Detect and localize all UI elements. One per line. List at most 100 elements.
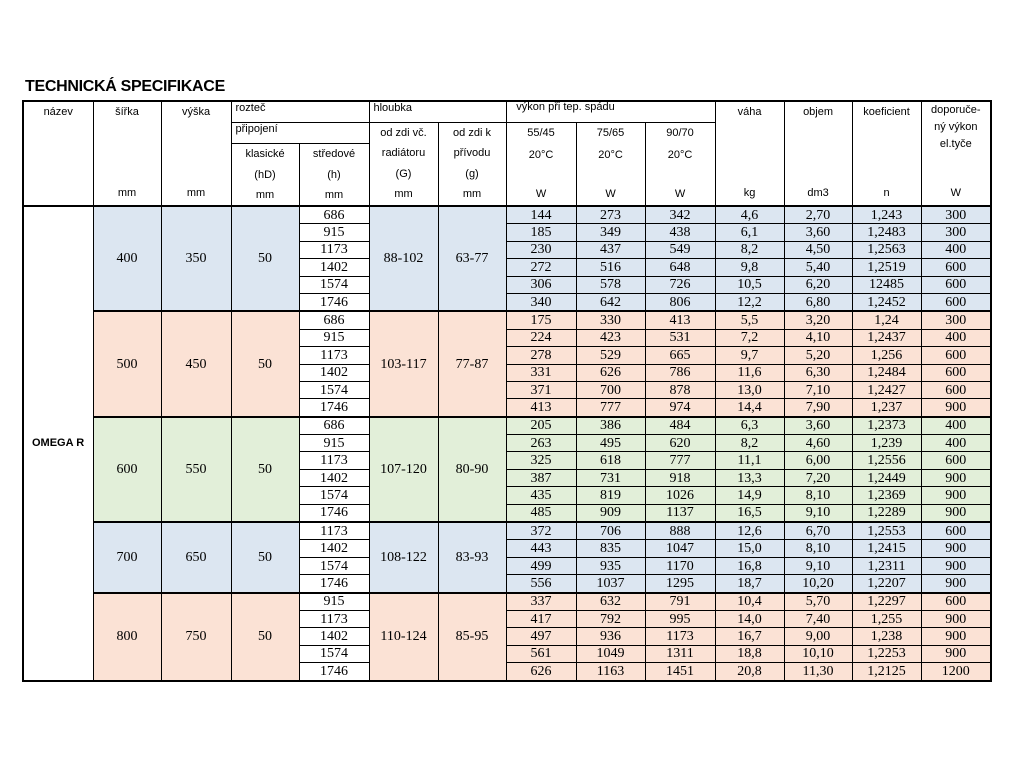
header-cell: 90/70 20°C W (644, 122, 716, 206)
height-cell: 1173 (298, 609, 370, 629)
table-row: 1574 561 1049 1311 18,8 10,10 1,2253 900 (23, 644, 992, 664)
value-cell: 278 (505, 346, 577, 365)
value-cell: 900 (920, 556, 992, 576)
header-text: klasické (245, 148, 285, 160)
height-cell: 1173 (298, 240, 370, 260)
group-cell: 83-93 (437, 521, 507, 594)
header-text: objem (803, 106, 834, 118)
value-cell: 224 (505, 328, 577, 348)
value-cell: 9,8 (714, 258, 785, 277)
value-cell: 731 (575, 468, 646, 488)
height-cell: 1173 (298, 451, 370, 470)
value-cell: 1163 (575, 662, 646, 682)
value-cell: 786 (644, 363, 716, 382)
unit: W (535, 187, 547, 200)
value-cell: 1047 (644, 539, 716, 558)
value-cell: 900 (920, 539, 992, 558)
height-cell: 686 (298, 205, 370, 225)
value-cell: 1311 (644, 644, 716, 664)
value-cell: 1,2373 (851, 415, 922, 436)
height-cell: 1574 (298, 380, 370, 400)
header-cell: 75/65 20°C W (575, 122, 646, 206)
value-cell: 6,30 (783, 363, 853, 382)
value-cell: 531 (644, 328, 716, 348)
value-cell: 918 (644, 468, 716, 488)
header-cell: doporuče-ný výkon el.tyče W (920, 101, 992, 206)
height-cell: 1402 (298, 539, 370, 558)
value-cell: 13,0 (714, 380, 785, 400)
value-cell: 1,237 (851, 398, 922, 418)
value-cell: 819 (575, 486, 646, 505)
header-text: středové (312, 148, 356, 160)
value-cell: 1,2553 (851, 521, 922, 541)
unit: mm (324, 189, 344, 201)
value-cell: 14,0 (714, 609, 785, 629)
value-cell: 272 (505, 258, 577, 277)
header-text: výkon při tep. spádu (516, 102, 615, 113)
table-row: 800 750 50 915 110-124 85-95 337 632 791 10,4 5,70… (23, 591, 992, 682)
unit: mm (394, 188, 413, 200)
height-cell: 1746 (298, 503, 370, 523)
header-text: od zdi vč. radiátoru (380, 127, 427, 159)
value-cell: 1170 (644, 556, 716, 576)
value-cell: 1,238 (851, 627, 922, 646)
title: TECHNICKÁ SPECIFIKACE (25, 78, 225, 95)
table-row: 1173 325 618 777 11,1 6,00 1,2556 600 (23, 451, 992, 470)
unit: mm (186, 187, 206, 199)
value-cell: 11,30 (783, 662, 853, 682)
value-cell: 4,60 (783, 434, 853, 453)
value-cell: 620 (644, 434, 716, 453)
value-cell: 1026 (644, 486, 716, 505)
height-cell: 1746 (298, 292, 370, 312)
unit: W (950, 187, 961, 199)
table-row: OMEGA R 400 350 50 686 88-102 63-77 144 273 342 4,… (22, 204, 992, 682)
value-cell: 600 (920, 591, 992, 611)
header-text: váha (737, 106, 762, 118)
table-row: 700 650 50 1173 108-122 83-93 372 706 888 12,6 6,7… (23, 521, 992, 594)
height-cell: 915 (298, 434, 370, 453)
value-cell: 600 (920, 451, 992, 470)
value-cell: 9,10 (783, 503, 853, 523)
group-cell: 108-122 (368, 521, 439, 594)
header-cell: výška mm (160, 101, 232, 206)
value-cell: 1200 (920, 662, 992, 682)
value-cell: 497 (505, 627, 577, 646)
unit: dm3 (807, 187, 829, 199)
value-cell: 626 (505, 662, 577, 682)
value-cell: 1,2297 (851, 591, 922, 611)
spec-table: název šířka mm výška mm rozteč hloubka výk… (22, 100, 993, 682)
value-cell: 400 (920, 328, 992, 348)
value-cell: 626 (575, 363, 646, 382)
value-cell: 6,20 (783, 275, 853, 294)
table-row: 915 185 349 438 6,1 3,60 1,2483 300 (23, 223, 992, 242)
unit: kg (743, 187, 756, 199)
value-cell: 4,6 (714, 205, 785, 225)
header-cell: výkon při tep. spádu (505, 101, 716, 123)
value-cell: 437 (575, 240, 646, 260)
value-cell: 16,8 (714, 556, 785, 576)
value-cell: 1,2556 (851, 451, 922, 470)
table-row: 1402 443 835 1047 15,0 8,10 1,2415 900 (23, 539, 992, 558)
value-cell: 1,2437 (851, 328, 922, 348)
value-cell: 400 (920, 240, 992, 260)
value-cell: 974 (644, 398, 716, 418)
value-cell: 300 (920, 205, 992, 225)
height-cell: 1746 (298, 574, 370, 594)
value-cell: 600 (920, 380, 992, 400)
height-cell: 1402 (298, 468, 370, 488)
value-cell: 386 (575, 415, 646, 436)
header-text: název (43, 106, 73, 118)
value-cell: 413 (644, 310, 716, 330)
value-cell: 349 (575, 223, 646, 242)
height-cell: 915 (298, 328, 370, 348)
value-cell: 888 (644, 521, 716, 541)
value-cell: 273 (575, 205, 646, 225)
value-cell: 8,2 (714, 240, 785, 260)
table-header: název šířka mm výška mm rozteč hloubka výk… (22, 101, 992, 206)
table-row: 1746 340 642 806 12,2 6,80 1,2452 600 (23, 292, 992, 312)
value-cell: 16,5 (714, 503, 785, 523)
value-cell: 6,1 (714, 223, 785, 242)
value-cell: 900 (920, 468, 992, 488)
value-cell: 2,70 (783, 205, 853, 225)
